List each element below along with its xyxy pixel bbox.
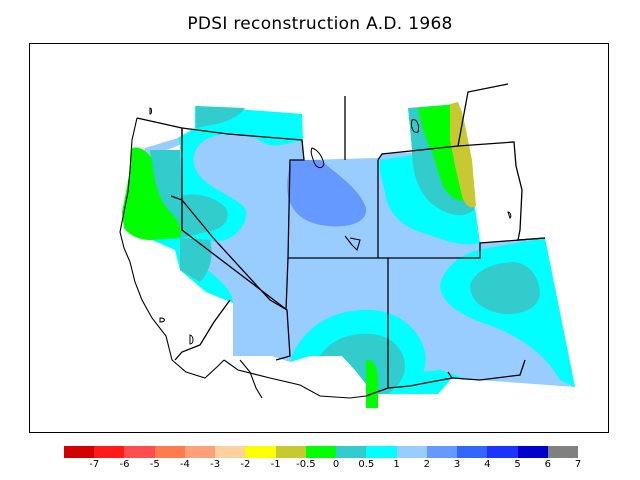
legend-swatch <box>487 446 518 458</box>
pdsi-region-teal-nevada <box>180 238 212 282</box>
legend-tick-label: 5 <box>514 459 521 470</box>
legend-tick-label: 3 <box>453 459 461 470</box>
legend-tick-labels: -7 -6 -5 -4 -3 -2 -1 -0.5 0 0.5 1 2 3 4 5 6 7 <box>64 459 582 475</box>
legend-tick-label: 4 <box>484 459 491 470</box>
legend-tick-label: 7 <box>574 459 582 470</box>
legend-swatch <box>396 446 427 458</box>
legend-swatch <box>457 446 488 458</box>
legend-tick-label: 2 <box>423 459 430 470</box>
map-title: PDSI reconstruction A.D. 1968 <box>187 14 453 34</box>
color-legend <box>64 446 578 458</box>
legend-tick-label: -4 <box>179 459 190 470</box>
legend-tick-label: -0.5 <box>296 459 316 470</box>
legend-swatch <box>336 446 367 458</box>
legend-swatch <box>215 446 246 458</box>
pdsi-region-teal-east <box>470 262 540 315</box>
legend-swatch <box>366 446 397 458</box>
pdsi-region-teal-south <box>320 333 405 394</box>
legend-tick-label: -5 <box>149 459 160 470</box>
legend-swatch <box>547 446 578 458</box>
legend-swatch <box>517 446 548 458</box>
pdsi-region-olive <box>450 102 476 208</box>
legend-swatch <box>305 446 337 458</box>
legend-swatch <box>154 446 185 458</box>
legend-tick-label: -2 <box>240 459 251 470</box>
legend-tick-label: 0 <box>332 459 340 470</box>
legend-swatch <box>275 446 306 458</box>
legend-tick-label: -1 <box>270 459 281 470</box>
lakes <box>149 107 512 345</box>
state-boundaries <box>136 83 546 397</box>
legend-tick-label: -3 <box>210 459 221 470</box>
legend-swatch <box>184 446 216 458</box>
legend-tick-label: -6 <box>119 459 130 470</box>
legend-swatch <box>64 446 95 458</box>
coastline <box>119 117 367 399</box>
pdsi-region-green-south <box>366 359 378 408</box>
legend-tick-label: -7 <box>89 459 100 470</box>
legend-swatch <box>124 446 155 458</box>
pdsi-region-green-oregon <box>122 147 181 240</box>
legend-swatch <box>94 446 125 458</box>
legend-tick-label: 1 <box>393 459 400 470</box>
pdsi-region-teal-nw <box>196 106 245 128</box>
legend-swatch <box>245 446 276 458</box>
legend-tick-label: 0.5 <box>358 459 375 470</box>
legend-swatch <box>426 446 458 458</box>
pdsi-region-cyan-southeast <box>400 370 470 394</box>
legend-tick-label: 6 <box>544 459 551 470</box>
pdsi-region-medblue <box>287 160 367 227</box>
